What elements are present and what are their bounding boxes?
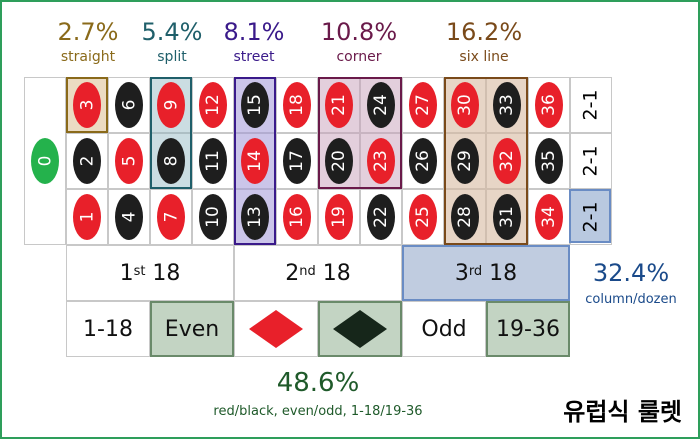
black-bet: [318, 301, 402, 357]
straight-percent: 2.7%: [57, 18, 119, 46]
number-chip-29: 29: [451, 138, 479, 184]
column-bet-middle-cell: [570, 133, 612, 189]
even-money-percent: 48.6%: [276, 368, 360, 398]
split-label: split: [157, 49, 187, 65]
corner-percent: 10.8%: [320, 18, 398, 46]
number-chip-33: 33: [493, 82, 521, 128]
column-highlight: [569, 189, 611, 243]
number-chip-9: 9: [157, 82, 185, 128]
odd-bet: Odd: [402, 301, 486, 357]
number-chip-12: 12: [199, 82, 227, 128]
street-label: street: [233, 49, 275, 65]
number-chip-26: 26: [409, 138, 437, 184]
column-bet-top: 2-1: [579, 89, 602, 121]
red-diamond-icon: [249, 310, 303, 348]
number-chip-16: 16: [283, 194, 311, 240]
column-label: column/dozen: [585, 292, 677, 307]
column-percent: 32.4%: [592, 259, 670, 287]
number-chip-36: 36: [535, 82, 563, 128]
sixline-percent: 16.2%: [445, 18, 523, 46]
number-chip-15: 15: [241, 82, 269, 128]
number-chip-14: 14: [241, 138, 269, 184]
number-chip-13: 13: [241, 194, 269, 240]
even-bet: Even: [150, 301, 234, 357]
number-chip-5: 5: [115, 138, 143, 184]
number-chip-4: 4: [115, 194, 143, 240]
number-chip-31: 31: [493, 194, 521, 240]
number-chip-10: 10: [199, 194, 227, 240]
straight-label: straight: [60, 49, 116, 65]
red-bet: [234, 301, 318, 357]
number-chip-23: 23: [367, 138, 395, 184]
number-chip-27: 27: [409, 82, 437, 128]
corner-label: corner: [336, 49, 382, 65]
even-money-label: red/black, even/odd, 1-18/19-36: [213, 404, 423, 419]
number-chip-3: 3: [73, 82, 101, 128]
diagram-title: 유럽식 룰렛: [563, 398, 682, 426]
low-bet: 1-18: [66, 301, 150, 357]
column-bet-top-cell: [570, 77, 612, 133]
number-chip-35: 35: [535, 138, 563, 184]
high-bet: 19-36: [486, 301, 570, 357]
number-chip-28: 28: [451, 194, 479, 240]
number-chip-21: 21: [325, 82, 353, 128]
split-percent: 5.4%: [141, 18, 203, 46]
column-bet-bottom: 2-1: [579, 201, 602, 233]
number-chip-2: 2: [73, 138, 101, 184]
number-chip-1: 1: [73, 194, 101, 240]
number-chip-19: 19: [325, 194, 353, 240]
number-chip-18: 18: [283, 82, 311, 128]
number-chip-34: 34: [535, 194, 563, 240]
number-chip-17: 17: [283, 138, 311, 184]
number-chip-25: 25: [409, 194, 437, 240]
number-chip-6: 6: [115, 82, 143, 128]
number-chip-30: 30: [451, 82, 479, 128]
zero-chip: 0: [31, 138, 59, 184]
column-bet-middle: 2-1: [579, 145, 602, 177]
number-chip-11: 11: [199, 138, 227, 184]
number-chip-32: 32: [493, 138, 521, 184]
street-percent: 8.1%: [223, 18, 285, 46]
number-chip-20: 20: [325, 138, 353, 184]
number-chip-8: 8: [157, 138, 185, 184]
number-chip-24: 24: [367, 82, 395, 128]
number-chip-7: 7: [157, 194, 185, 240]
sixline-label: six line: [459, 49, 509, 65]
black-diamond-icon: [333, 310, 387, 348]
number-chip-22: 22: [367, 194, 395, 240]
